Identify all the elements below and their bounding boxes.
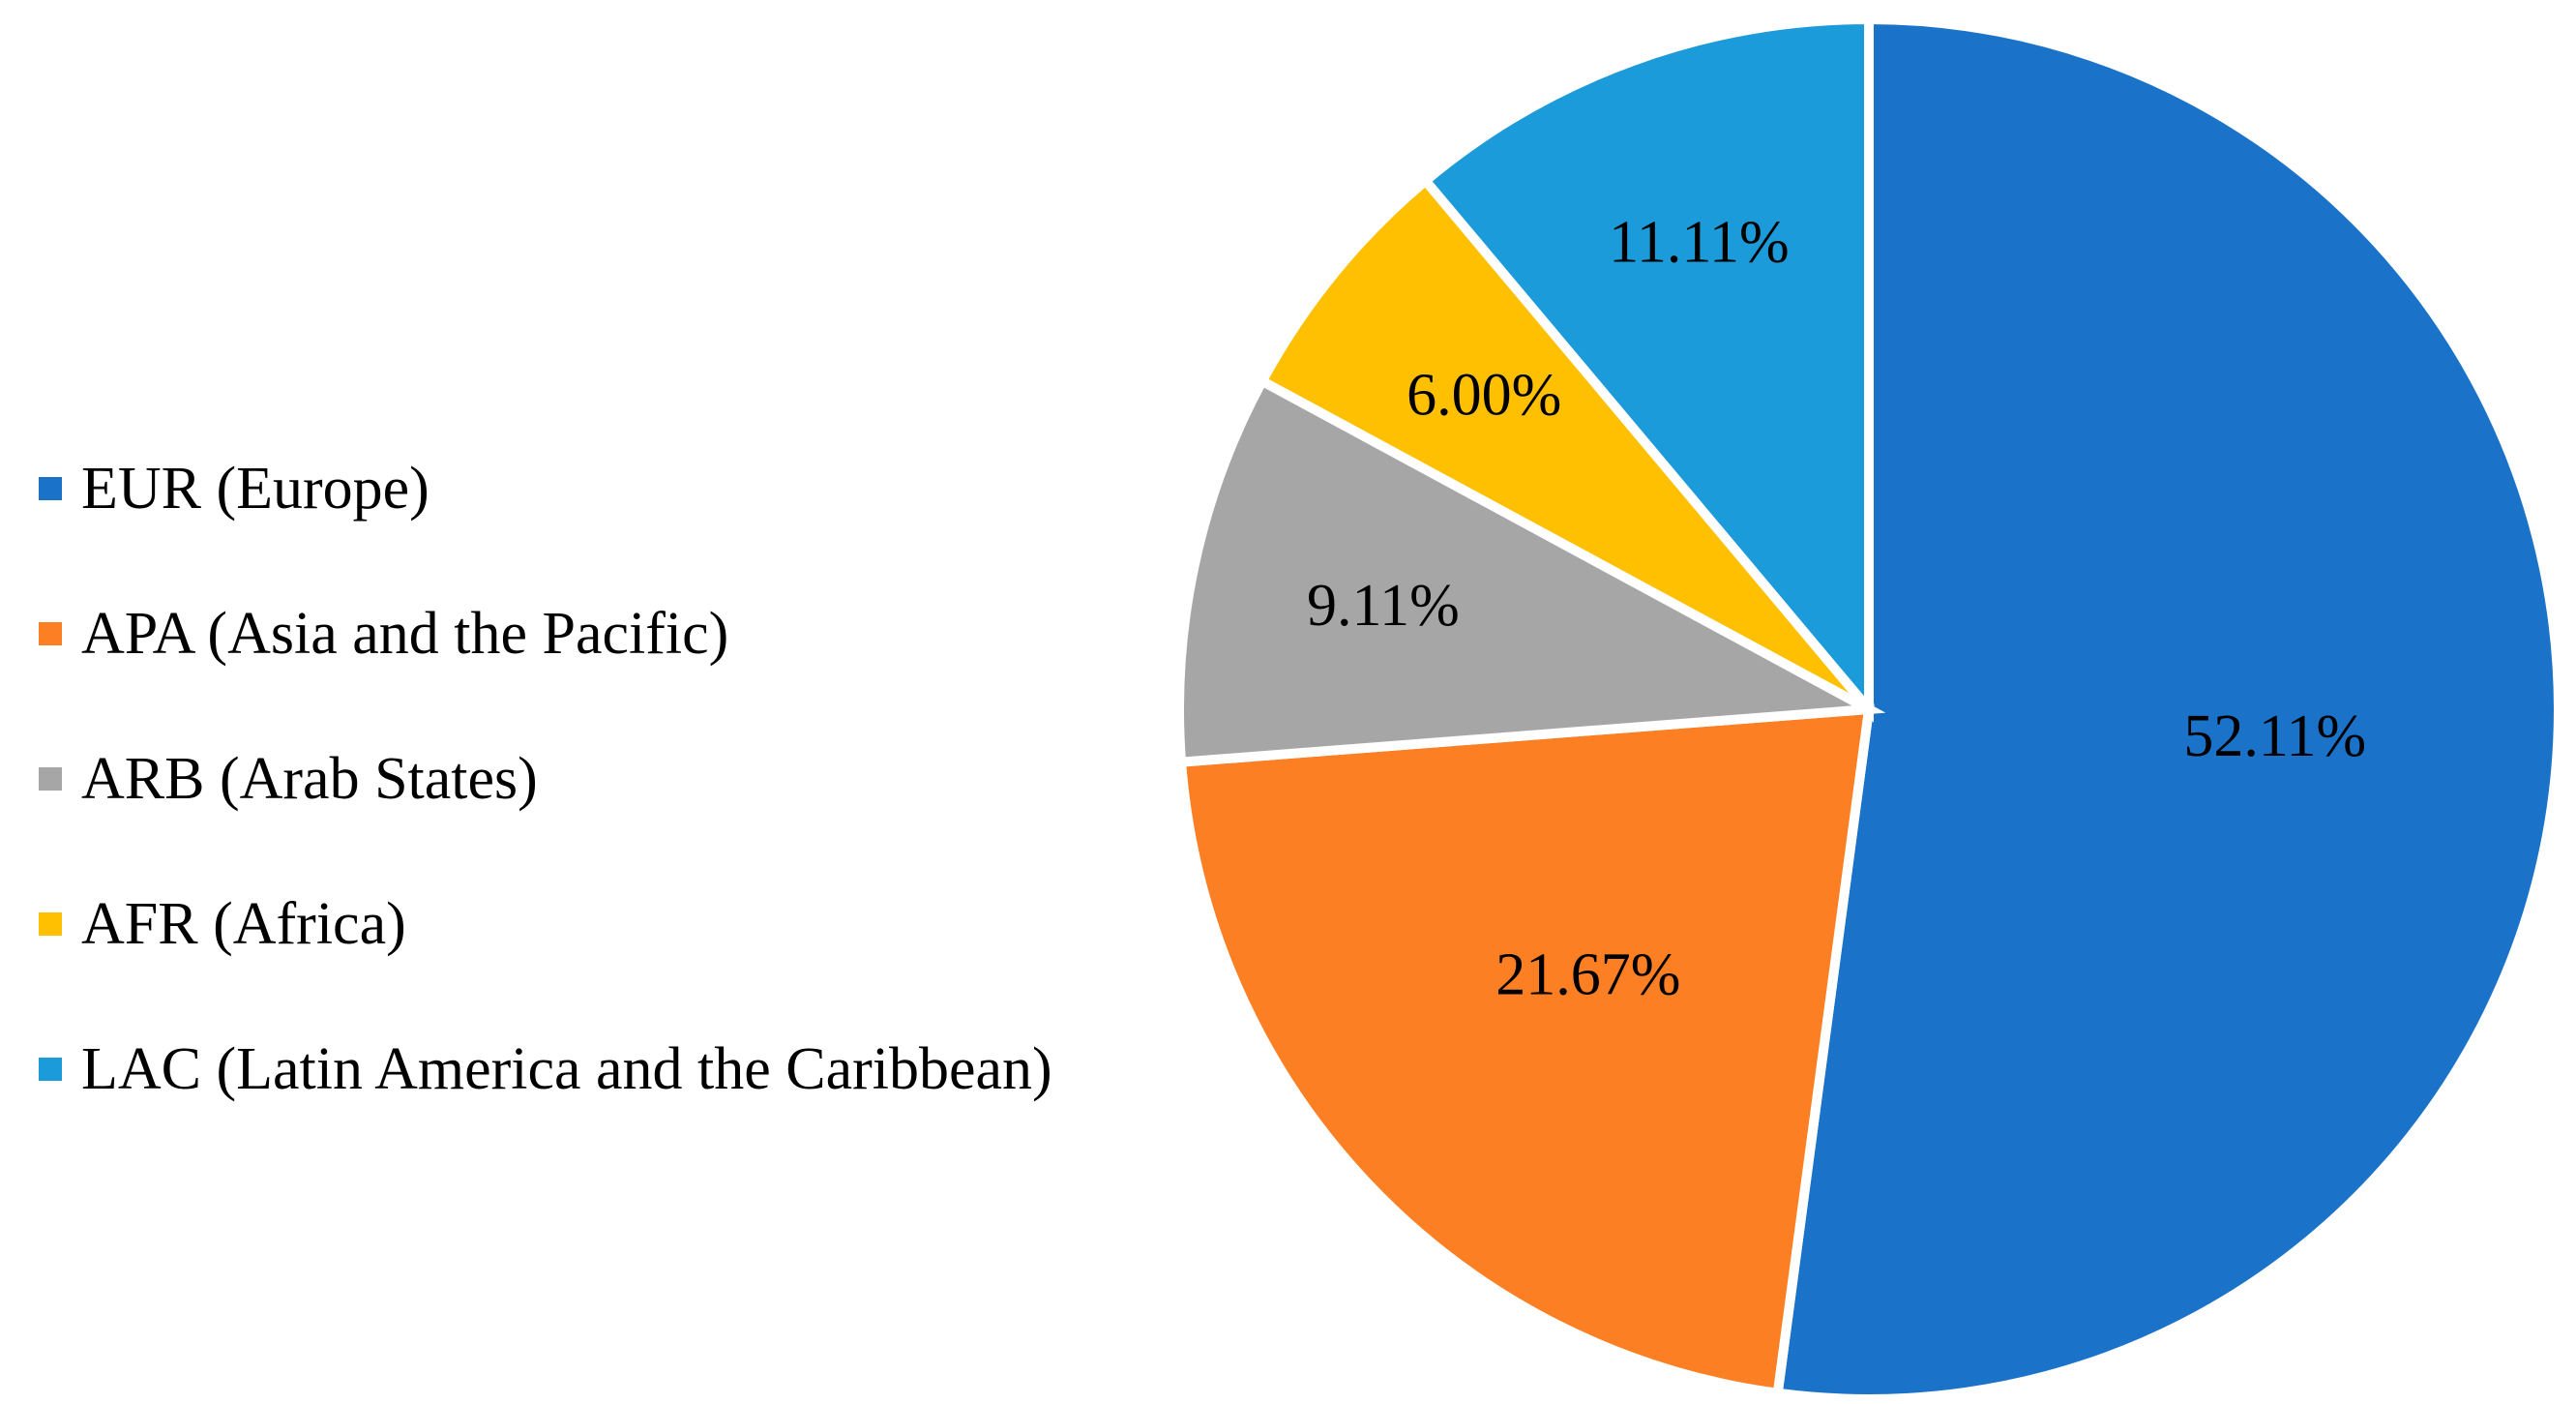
legend-swatch-arb [39,767,62,791]
data-label-eur: 52.11% [2183,703,2366,769]
legend-swatch-eur [39,477,62,500]
legend-swatch-lac [39,1058,62,1081]
pie-slice-apa [1175,703,1875,1399]
pie-slice-afr [1256,173,1873,714]
data-label-lac: 11.11% [1609,210,1790,276]
legend-item-lac: LAC (Latin America and the Caribbean) [39,997,1238,1142]
legend-swatch-afr [39,912,62,936]
legend-label-afr: AFR (Africa) [81,891,406,957]
legend-item-apa: APA (Asia and the Pacific) [39,561,1238,706]
legend-label-eur: EUR (Europe) [81,456,429,522]
legend-label-lac: LAC (Latin America and the Caribbean) [81,1036,1052,1102]
legend-item-eur: EUR (Europe) [39,416,1238,561]
data-label-arb: 9.11% [1307,573,1460,639]
pie-slice-lac [1418,14,1874,723]
data-label-afr: 6.00% [1406,363,1561,429]
legend-item-arb: ARB (Arab States) [39,706,1238,851]
pie-slice-arb [1174,374,1886,767]
legend-label-apa: APA (Asia and the Pacific) [81,601,729,667]
chart-legend: EUR (Europe) APA (Asia and the Pacific) … [39,416,1238,1142]
legend-item-afr: AFR (Africa) [39,851,1238,997]
pie-slice-eur [1772,14,2563,1404]
legend-label-arb: ARB (Arab States) [81,746,538,812]
data-label-apa: 21.67% [1495,941,1680,1007]
legend-swatch-apa [39,622,62,645]
